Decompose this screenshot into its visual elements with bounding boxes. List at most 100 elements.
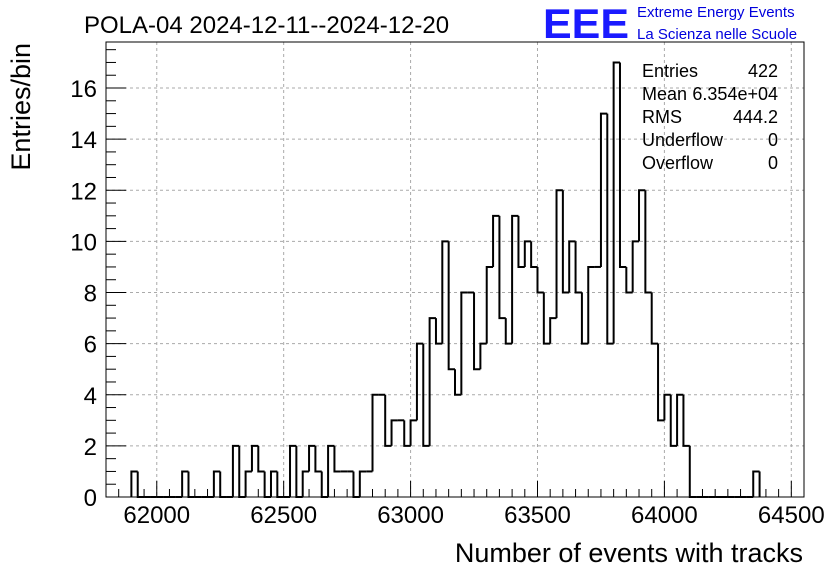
x-tick-labels: 62000 62500 63000 63500 64000 64500 [123,502,824,529]
histogram-bin [441,240,449,344]
y-tick-label: 12 [70,178,97,205]
histogram-bin [333,445,341,473]
histogram-bin [250,444,259,472]
histogram-bin [504,318,513,345]
x-tick-label: 63500 [504,502,571,529]
stats-label: Underflow [642,130,724,150]
chart-title: POLA-04 2024-12-11--2024-12-20 [84,12,449,39]
stats-label: Entries [642,61,698,81]
histogram-bin [536,266,544,294]
histogram-bin [434,318,443,345]
stats-value: 0 [768,153,778,173]
histogram-bin [289,444,297,497]
histogram-bin [371,393,379,472]
x-tick-label: 63000 [377,502,444,529]
histogram-bin [492,214,500,267]
histogram-bin [638,189,646,242]
histogram-bin [187,471,195,498]
stats-value: 6.354e+04 [692,84,778,104]
histogram-bin [542,292,551,345]
histogram-series [130,61,761,498]
histogram-bin [327,444,335,497]
histogram-bin [276,471,284,498]
grid-lines [106,42,804,497]
histogram-bin [549,317,557,344]
axes [105,41,805,498]
y-axis-label: Entries/bin [6,43,36,171]
histogram-bin [631,240,640,293]
y-tick-label: 10 [70,229,97,256]
x-tick-label: 62500 [250,502,317,529]
histogram-bin [136,471,145,498]
histogram-bin [688,445,697,498]
histogram-bin [415,342,424,421]
histogram-bin [517,215,525,268]
histogram-bin [599,112,608,267]
histogram-bin [454,369,462,396]
histogram-bin [314,445,322,473]
histogram-bin [485,265,494,344]
y-tick-label: 8 [84,281,97,308]
y-tick-label: 14 [70,127,97,154]
histogram-bin [409,419,417,446]
histogram-bin [244,470,252,497]
histogram-bin [181,470,189,497]
histogram-bin [422,343,430,447]
histogram-bin [580,292,589,345]
histogram-bin [428,317,436,446]
histogram-bin [523,240,532,267]
histogram-bin [460,291,468,395]
histogram-bin [219,471,227,498]
histogram-bin [625,266,633,294]
histogram-bin [657,343,665,422]
histogram-bin [473,292,481,371]
histogram-bin [257,445,265,473]
logo-line-2: La Scienza nelle Scuole [637,26,797,43]
logo-line-1: Extreme Energy Events [637,4,795,21]
histogram-bin [231,444,240,497]
plot-frame [105,41,805,498]
y-tick-label: 2 [84,434,97,461]
histogram-bin [130,470,138,497]
histogram-bin [574,241,582,294]
histogram-bin [663,393,671,421]
histogram-bin [682,394,690,447]
x-tick-label: 64000 [631,502,698,529]
stats-value: 0 [768,130,778,150]
stats-box: Entries 422 Mean 6.354e+04 RMS 444.2 Underflow… [642,61,778,173]
histogram-bin [530,241,538,268]
histogram-bin [618,62,627,268]
stats-label: Overflow [642,153,714,173]
histogram-bin [301,470,310,497]
histogram-bin [669,394,678,447]
histogram-bin [555,189,563,319]
histogram-bin [676,393,684,446]
x-axis-label: Number of events with tracks [455,538,803,568]
histogram-bin [568,240,576,293]
histogram-bin [269,470,278,497]
histogram-bin [650,292,659,345]
histogram-bin [384,394,392,447]
logo-letters: EEE [543,0,629,47]
stats-label: RMS [642,107,682,127]
histogram-bin [612,61,620,344]
x-tick-label: 64500 [758,502,825,529]
histogram-bin [644,190,652,294]
x-tick-label: 62000 [123,502,190,529]
histogram-bin [587,265,595,344]
histogram-bin [212,470,221,497]
histogram-bin [606,113,614,345]
histogram-bin [403,420,411,447]
eee-logo: EEE Extreme Energy Events La Scienza nel… [543,0,797,47]
histogram-bin [358,470,367,497]
stats-value: 422 [748,61,778,81]
y-tick-label: 4 [84,383,97,410]
histogram-bin [447,241,455,371]
histogram-bin [498,215,506,320]
histogram-bin [561,190,570,294]
histogram-bin [511,214,519,344]
stats-label: Mean [642,84,687,104]
y-tick-labels: 0 2 4 6 8 10 12 14 16 [70,76,97,512]
y-tick-label: 0 [84,485,97,512]
